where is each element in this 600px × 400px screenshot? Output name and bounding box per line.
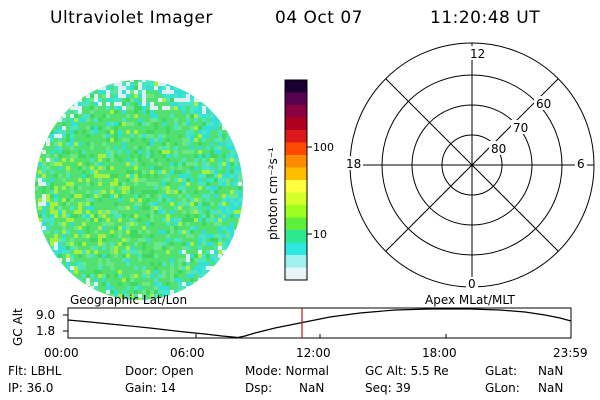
mlt-label-6: 6 xyxy=(577,157,585,171)
timeline-xtick-1800: 18:00 xyxy=(422,346,457,360)
colorbar-cell xyxy=(285,142,307,156)
colorbar-unit-label: photon cm⁻²s⁻¹ xyxy=(266,147,280,240)
colorbar-cell xyxy=(285,267,307,281)
door-readout: Door: Open xyxy=(125,364,194,378)
gc-alt-curve xyxy=(67,308,572,339)
lat-label-60: 60 xyxy=(536,97,551,111)
colorbar-cell xyxy=(285,242,307,256)
timeline-ylabel: GC Alt xyxy=(11,308,25,346)
glon-value: NaN xyxy=(538,381,564,395)
colorbar-cell xyxy=(285,130,307,144)
timeline-right-title: Apex MLat/MLT xyxy=(425,293,515,307)
polar-grid xyxy=(349,42,595,288)
uv-earth-image xyxy=(30,75,250,305)
lat-label-70: 70 xyxy=(513,121,528,135)
colorbar-cell xyxy=(285,192,307,206)
timeline-xtick-0600: 06:00 xyxy=(170,346,205,360)
dsp-label: Dsp: xyxy=(245,381,273,395)
instrument-title: Ultraviolet Imager xyxy=(50,8,213,28)
dsp-value: NaN xyxy=(299,381,325,395)
glat-label: GLat: xyxy=(485,364,518,378)
colorbar: 100 10 photon cm⁻²s⁻¹ xyxy=(266,79,334,281)
colorbar-cell xyxy=(285,230,307,244)
mlt-label-0: 0 xyxy=(468,277,476,291)
image-time: 11:20:48 UT xyxy=(430,8,541,28)
timeline-xtick-1200: 12:00 xyxy=(296,346,331,360)
filter-readout: Flt: LBHL xyxy=(8,364,62,378)
ip-readout: IP: 36.0 xyxy=(8,381,54,395)
colorbar-tick-10: 10 xyxy=(313,228,327,241)
mlt-label-18: 18 xyxy=(346,157,361,171)
glat-value: NaN xyxy=(538,364,564,378)
gain-readout: Gain: 14 xyxy=(125,381,176,395)
timeline-ytick-9: 9.0 xyxy=(36,308,55,322)
colorbar-tick-100: 100 xyxy=(313,141,334,154)
colorbar-cell xyxy=(285,80,307,94)
colorbar-cell xyxy=(285,155,307,169)
colorbar-cell xyxy=(285,167,307,181)
colorbar-cell xyxy=(285,205,307,219)
timeline-xtick-2359: 23:59 xyxy=(553,346,588,360)
colorbar-cell xyxy=(285,217,307,231)
gc-alt-readout: GC Alt: 5.5 Re xyxy=(365,364,449,378)
mlt-label-12: 12 xyxy=(470,47,485,61)
glon-label: GLon: xyxy=(485,381,520,395)
colorbar-cell xyxy=(285,117,307,131)
colorbar-cell xyxy=(285,255,307,269)
timeline-panel: GC Alt 9.0 1.8 Geographic Lat/Lon Apex M… xyxy=(11,293,588,360)
seq-readout: Seq: 39 xyxy=(365,381,411,395)
colorbar-cell xyxy=(285,92,307,106)
colorbar-cell xyxy=(285,180,307,194)
timeline-ytick-1-8: 1.8 xyxy=(36,324,55,338)
mode-readout: Mode: Normal xyxy=(245,364,329,378)
timeline-left-title: Geographic Lat/Lon xyxy=(70,293,187,307)
colorbar-cell xyxy=(285,105,307,119)
image-date: 04 Oct 07 xyxy=(275,8,363,28)
lat-label-80: 80 xyxy=(491,142,506,156)
timeline-xtick-0000: 00:00 xyxy=(44,346,79,360)
